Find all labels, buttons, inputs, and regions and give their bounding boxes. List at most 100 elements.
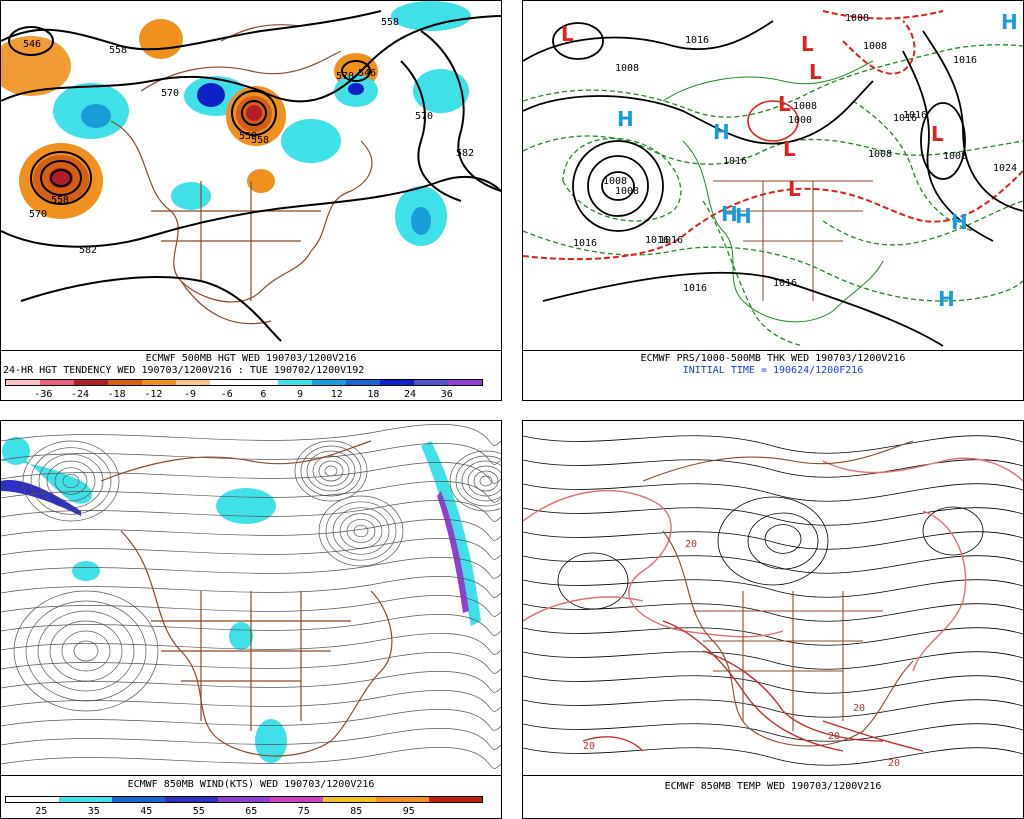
isotherm (523, 699, 1023, 718)
isotherm (523, 555, 1023, 574)
thickness-solid (747, 100, 799, 142)
isobar-label: 1008 (868, 149, 892, 160)
contour-label: 558 (109, 45, 127, 56)
streamline (1, 576, 501, 598)
streamline (1, 557, 501, 579)
isobar-labels: 1016 1008 1016 1008 1008 1016 1016 1016 … (573, 13, 1017, 294)
streamline (467, 465, 501, 497)
contour-label: 558 (51, 195, 69, 206)
wind-colorbar-tick-label: 75 (297, 806, 310, 817)
contour-label: 20 (685, 539, 697, 550)
streamline (1, 709, 501, 731)
hgt-colorbar-tick-label: 9 (297, 389, 304, 400)
isobar-label: 1016 (645, 235, 669, 246)
streamline (13, 590, 159, 712)
wind-colorbar-tick-label: 55 (192, 806, 205, 817)
streamline (1, 424, 501, 446)
isobar-label: 1008 (603, 176, 627, 187)
streamlines (1, 424, 501, 769)
streamline (62, 473, 80, 489)
hgt-colorbar-swatch (346, 380, 380, 385)
hgt-colorbar-swatch (176, 380, 210, 385)
streamline (1, 500, 501, 522)
isobar-label: 1008 (845, 13, 869, 24)
hgt-colorbar-tick-label: -9 (184, 389, 197, 400)
contour-label: 558 (381, 17, 399, 28)
hgt-colorbar-tick-label: 36 (440, 389, 453, 400)
hgt-colorbar-swatch (6, 380, 40, 385)
hgt-map: 546 558 570 546 558 570 558 570 582 558 … (1, 1, 501, 351)
isotherm (523, 747, 1023, 766)
isobar-label: 1008 (615, 186, 639, 197)
streamline (1, 671, 501, 693)
isotherm (717, 496, 829, 586)
hgt-colorbar-tick-label: 6 (260, 389, 267, 400)
wind-colorbar-tick-label: 25 (35, 806, 48, 817)
isotherm (523, 579, 1023, 598)
isotherm (523, 531, 1023, 550)
hgt-colorbar-tick-label: -24 (70, 389, 90, 400)
hgt-colorbar-swatch (40, 380, 74, 385)
high-center-marker: H (735, 204, 752, 228)
wind-colorbar-tick-label: 85 (350, 806, 363, 817)
low-center-marker: L (778, 92, 791, 116)
streamline (479, 475, 493, 487)
wind-colorbar-tick-label: 65 (245, 806, 258, 817)
prs-map: 1016 1008 1016 1008 1008 1016 1016 1016 … (523, 1, 1023, 351)
wind-colorbar-swatch (270, 797, 324, 802)
streamline (25, 600, 147, 702)
streamline (1, 614, 501, 636)
contour-label: 582 (79, 245, 97, 256)
streamline (353, 524, 369, 538)
streamline (312, 455, 350, 487)
streamline (49, 620, 123, 682)
wind-colorbar-tick-label: 95 (402, 806, 415, 817)
streamline (1, 595, 501, 617)
low-center-marker: L (561, 22, 574, 46)
streamline (1, 652, 501, 674)
low-center-marker: L (931, 122, 944, 146)
isobar-label: 1016 (573, 238, 597, 249)
isobar-label: 1016 (903, 110, 927, 121)
wind-map-svg (1, 424, 501, 769)
isotherm (523, 603, 1023, 622)
high-center-marker: H (721, 202, 738, 226)
hgt-colorbar-tick-label: 12 (330, 389, 343, 400)
wind-colorbar-swatch (429, 797, 483, 802)
isobar-label: 1016 (773, 278, 797, 289)
hgt-colorbar-tick-label: -36 (34, 389, 53, 400)
warm-isotherms (523, 457, 1023, 672)
hgt-colorbar-swatch (210, 380, 244, 385)
isotherm (523, 435, 1023, 454)
hgt-colorbar-swatch (448, 380, 482, 385)
isotherm (922, 506, 984, 556)
isobar-label: 1016 (683, 283, 707, 294)
contour-label: 558 (239, 131, 257, 142)
temp-caption-title: ECMWF 850MB TEMP WED 190703/1200V216 (664, 781, 882, 792)
isobar-label: 1016 (723, 156, 747, 167)
isotherm (747, 512, 819, 570)
prs-caption-initial-time: INITIAL TIME = 190624/1200F216 (682, 365, 864, 376)
streamline (473, 470, 499, 492)
hgt-colorbar-swatch (74, 380, 108, 385)
hgt-caption-title: ECMWF 500MB HGT WED 190703/1200V216 (145, 353, 357, 364)
prs-caption-title: ECMWF PRS/1000-500MB THK WED 190703/1200… (640, 353, 906, 364)
temperature-contours (523, 435, 1023, 766)
wind-colorbar-swatch (164, 797, 218, 802)
temp-contour-labels: 20 20 20 20 20 (583, 539, 900, 769)
streamline (46, 460, 96, 502)
isotherm (523, 627, 1023, 646)
isobar-label: 1008 (943, 151, 967, 162)
wind-colorbar-swatch (58, 797, 112, 802)
hgt-colorbar-swatch (414, 380, 448, 385)
isobar-label: 1016 (953, 55, 977, 66)
streamline (300, 445, 362, 497)
wind-colorbar (5, 796, 483, 803)
isotherm (523, 723, 1023, 742)
isobar-label: 1008 (793, 101, 817, 112)
wind-colorbar-swatch (111, 797, 165, 802)
streamline (30, 447, 112, 515)
streamline (37, 610, 135, 692)
wind-speed-shading (1, 437, 481, 763)
contour-label: 558 (251, 135, 269, 146)
